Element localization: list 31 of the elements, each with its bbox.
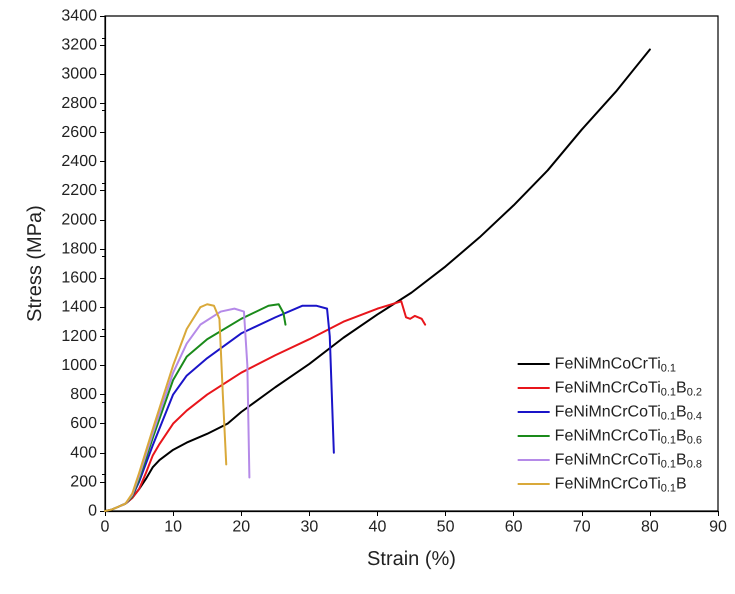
y-tick-label: 2000	[61, 211, 98, 228]
line-series	[104, 303, 228, 512]
y-axis-title: Stress (MPa)	[24, 205, 46, 322]
y-tick-label: 2800	[61, 94, 98, 112]
x-tick-label: 30	[300, 518, 318, 536]
y-tick-label: 1400	[61, 298, 98, 316]
y-tick-label: 2200	[61, 182, 98, 200]
x-axis-title: Strain (%)	[367, 548, 456, 570]
y-tick-label: 2600	[61, 124, 98, 141]
y-tick-label: 1200	[61, 328, 98, 345]
x-tick-label: 50	[436, 518, 455, 536]
y-tick-label: 600	[70, 415, 98, 432]
y-tick-label: 200	[70, 473, 98, 490]
x-tick-label: 40	[368, 518, 386, 536]
x-tick-label: 10	[164, 518, 182, 536]
x-tick-label: 60	[504, 518, 523, 536]
y-tick-label: 0	[88, 502, 98, 520]
y-tick-label: 3400	[61, 8, 98, 24]
x-tick-label: 0	[100, 518, 110, 536]
y-tick-label: 1800	[61, 240, 98, 258]
y-tick-label: 1600	[61, 270, 98, 287]
x-tick-label: 70	[572, 518, 591, 536]
y-tick-label: 2400	[61, 153, 98, 170]
y-tick-label: 1000	[61, 356, 98, 374]
x-tick-label: 80	[640, 518, 659, 536]
y-tick-label: 3200	[61, 36, 98, 54]
y-tick-label: 3000	[61, 66, 98, 83]
x-tick-label: 20	[232, 518, 250, 536]
y-tick-label: 400	[70, 444, 98, 462]
x-tick-label: 90	[709, 518, 727, 536]
y-tick-label: 800	[70, 386, 98, 404]
